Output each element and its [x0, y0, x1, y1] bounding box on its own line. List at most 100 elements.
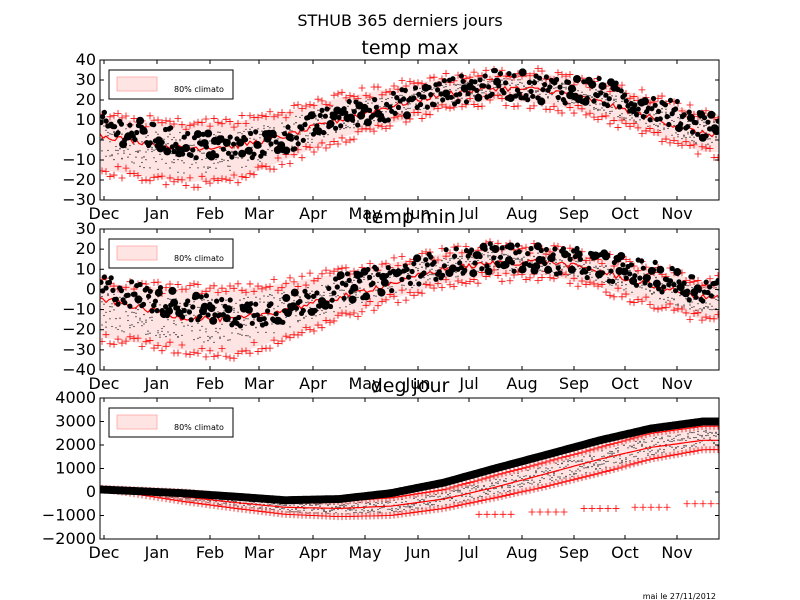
climate-dot — [471, 485, 473, 487]
lower-plus-marker — [118, 339, 126, 347]
upper-plus-marker — [170, 120, 178, 128]
climate-dot — [703, 307, 705, 309]
climate-dot — [471, 93, 473, 95]
lower-plus-marker — [330, 137, 338, 145]
lower-plus-marker — [594, 282, 602, 290]
observed-point — [441, 78, 447, 84]
climate-dot — [463, 500, 465, 502]
climate-dot — [669, 116, 671, 118]
climate-dot — [437, 97, 439, 99]
lower-plus-marker — [574, 475, 582, 483]
climate-dot — [631, 291, 633, 293]
lower-plus-marker — [154, 173, 162, 181]
climate-dot — [405, 288, 407, 290]
lower-plus-marker — [630, 460, 638, 468]
climate-dot — [671, 438, 673, 440]
climate-dot — [623, 289, 625, 291]
climate-dot — [679, 434, 681, 436]
observed-point — [673, 288, 679, 294]
climate-dot — [283, 504, 285, 506]
lower-plus-marker — [378, 297, 386, 305]
upper-plus-marker — [202, 115, 210, 123]
climate-dot — [713, 441, 715, 443]
climate-dot — [155, 148, 157, 150]
climate-dot — [159, 304, 161, 306]
lower-plus-marker — [510, 102, 518, 110]
climate-dot — [509, 486, 511, 488]
upper-plus-marker — [318, 270, 326, 278]
observed-point — [115, 130, 121, 136]
upper-plus-marker — [526, 72, 534, 80]
climate-dot — [697, 303, 699, 305]
observed-point — [142, 129, 148, 135]
climate-dot — [365, 502, 367, 505]
lower-plus-marker — [446, 281, 454, 289]
climate-dot — [367, 510, 369, 512]
climate-dot — [281, 302, 283, 304]
lower-plus-marker — [582, 111, 590, 119]
observed-point — [343, 282, 349, 288]
climate-dot — [173, 322, 175, 325]
y-tick-label: −2000 — [42, 529, 96, 548]
lower-plus-marker — [106, 340, 114, 348]
climate-dot — [689, 447, 691, 449]
lower-plus-marker — [538, 483, 546, 491]
climate-dot — [551, 477, 553, 479]
climate-dot — [699, 308, 701, 310]
climate-dot — [565, 476, 567, 478]
observed-point — [180, 314, 186, 320]
lower-plus-marker — [526, 486, 534, 494]
observed-point — [492, 68, 498, 74]
lower-plus-marker — [206, 179, 214, 187]
upper-plus-marker — [110, 112, 118, 120]
climate-dot — [689, 431, 691, 433]
climate-dot — [649, 451, 651, 453]
climate-dot — [449, 89, 451, 91]
climate-dot — [113, 130, 115, 133]
climate-dot — [671, 440, 673, 443]
climate-dot — [421, 261, 423, 263]
climate-dot — [669, 435, 671, 437]
climate-dot — [465, 95, 467, 97]
climate-dot — [335, 131, 337, 133]
climate-dot — [295, 115, 297, 117]
climate-dot — [307, 138, 309, 140]
climate-dot — [635, 455, 637, 457]
climate-dot — [113, 293, 115, 295]
climate-dot — [655, 443, 657, 445]
upper-plus-marker — [382, 259, 390, 267]
climate-dot — [173, 159, 175, 161]
climate-dot — [283, 291, 285, 293]
lower-plus-marker — [422, 110, 430, 118]
climate-dot — [607, 452, 609, 454]
climate-dot — [285, 505, 287, 507]
lower-plus-marker — [638, 130, 646, 138]
lower-plus-marker — [582, 280, 590, 288]
observed-point — [395, 104, 402, 110]
observed-point — [256, 143, 262, 149]
upper-plus-marker — [274, 286, 282, 294]
upper-plus-marker — [618, 81, 626, 89]
climate-dot — [695, 142, 697, 144]
lower-plus-marker — [186, 351, 194, 359]
climate-dot — [239, 333, 241, 335]
upper-plus-marker — [298, 272, 306, 280]
lower-plus-marker — [190, 499, 198, 507]
climate-dot — [267, 295, 269, 297]
climate-dot — [567, 459, 569, 461]
climate-dot — [655, 436, 657, 438]
climate-dot — [487, 490, 489, 492]
upper-plus-marker — [114, 109, 122, 117]
climate-dot — [435, 494, 437, 496]
x-tick-label: Jan — [144, 204, 170, 223]
climate-dot — [429, 505, 431, 507]
observed-point — [406, 274, 412, 280]
climate-dot — [345, 280, 347, 283]
climate-dot — [379, 98, 381, 100]
observed-point — [404, 266, 410, 272]
observed-point — [285, 124, 291, 130]
x-tick-label: Mar — [244, 374, 275, 393]
upper-plus-marker — [254, 113, 262, 121]
observed-point — [378, 112, 385, 119]
upper-plus-marker — [566, 71, 574, 79]
